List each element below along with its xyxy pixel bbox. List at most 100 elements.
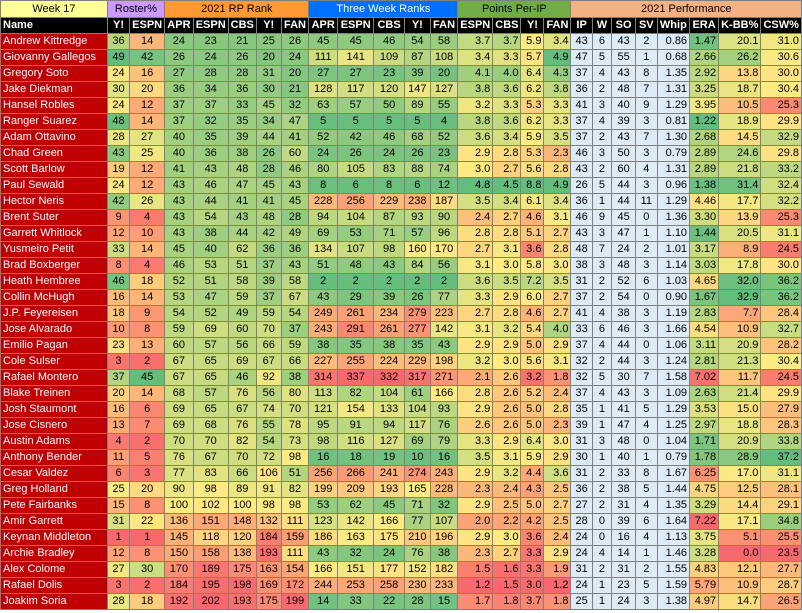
cell-espn: 68: [192, 417, 229, 434]
player-name: Rafael Montero: [0, 369, 108, 386]
cell-cbs: 177: [373, 561, 405, 578]
cell-y-: 160: [403, 241, 431, 258]
cell-fan: 1.2: [543, 577, 572, 594]
cell-fan: 107: [429, 513, 459, 530]
cell-cbs: 58: [227, 273, 257, 290]
cell-fan: 3.6: [543, 465, 572, 482]
cell-fan: 36: [280, 241, 310, 258]
cell-fan: 4.9: [543, 49, 572, 66]
cell-espn: 57: [336, 97, 375, 114]
cell-cbs: 44: [227, 225, 257, 242]
cell-y-: 37: [255, 289, 282, 306]
cell-k-bb-: 31.4: [718, 177, 762, 194]
table-row: J.P. Feyereisen 18 9 54 52 49 59 54 249 261 234 279…: [0, 305, 802, 322]
cell-espn: 42: [129, 49, 166, 66]
cell-y-: 42: [255, 225, 282, 242]
cell-w: 6: [591, 321, 613, 338]
cell-espn: 65: [192, 401, 229, 418]
cell-y-: 9: [106, 209, 131, 226]
cell-csw-: 30.0: [760, 65, 802, 82]
cell-espn: 91: [336, 417, 375, 434]
cell-espn: 1.2: [457, 577, 494, 594]
cell-espn: 2.1: [457, 369, 494, 386]
cell-whip: 1.58: [656, 369, 691, 386]
cell-espn: 26: [336, 145, 375, 162]
cell-espn: 102: [192, 497, 229, 514]
column-header: APR: [308, 17, 338, 34]
cell-espn: 3.8: [457, 113, 494, 130]
cell-cbs: 43: [227, 209, 257, 226]
cell-y-: 48: [255, 209, 282, 226]
cell-w: 1: [591, 449, 613, 466]
cell-y-: 24: [106, 177, 131, 194]
player-name: Jose Alvarado: [0, 321, 108, 338]
cell-espn: 2: [129, 433, 166, 450]
cell-csw-: 29.1: [760, 497, 802, 514]
cell-espn: 6: [336, 177, 375, 194]
cell-cbs: 261: [373, 321, 405, 338]
cell-y-: 28: [106, 593, 131, 610]
cell-ip: 43: [570, 33, 593, 50]
cell-espn: 158: [192, 545, 229, 562]
cell-k-bb-: 13.9: [718, 209, 762, 226]
cell-sv: 4: [634, 417, 658, 434]
cell-cbs: 28: [227, 65, 257, 82]
cell-espn: 3.6: [457, 273, 494, 290]
cell-espn: 2.9: [457, 529, 494, 546]
player-name: Collin McHugh: [0, 289, 108, 306]
cell-y-: 4.6: [520, 209, 545, 226]
cell-fan: 38: [280, 369, 310, 386]
cell-espn: 117: [336, 81, 375, 98]
cell-apr: 43: [164, 225, 194, 242]
cell-y-: 6.2: [520, 113, 545, 130]
player-name: Brent Suter: [0, 209, 108, 226]
cell-sv: 3: [634, 257, 658, 274]
cell-cbs: 98: [373, 241, 405, 258]
cell-k-bb-: 18.9: [718, 113, 762, 130]
cell-apr: 90: [164, 481, 194, 498]
cell-cbs: 3.6: [492, 81, 522, 98]
column-header: CBS: [373, 17, 405, 34]
table-row: Jose Cisnero 13 7 69 68 76 55 78 95 91 94 117 76 2.6 2…: [0, 417, 802, 434]
cell-y-: 5.1: [520, 225, 545, 242]
cell-y-: 43: [106, 145, 131, 162]
cell-k-bb-: 20.9: [718, 337, 762, 354]
cell-cbs: 23: [373, 65, 405, 82]
cell-fan: 166: [429, 385, 459, 402]
cell-fan: 2.9: [543, 545, 572, 562]
cell-w: 3: [591, 97, 613, 114]
cell-y-: 6.2: [520, 81, 545, 98]
cell-w: 4: [591, 113, 613, 130]
cell-espn: 18: [129, 593, 166, 610]
table-row: Anthony Bender 11 5 76 67 70 72 98 16 18 19 10 16 3.5…: [0, 449, 802, 466]
cell-sv: 8: [634, 65, 658, 82]
cell-cbs: 193: [227, 593, 257, 610]
cell-espn: 14: [129, 385, 166, 402]
cell-k-bb-: 10.9: [718, 577, 762, 594]
cell-era: 6.25: [689, 465, 720, 482]
cell-cbs: 2.5: [492, 497, 522, 514]
table-row: Josh Staumont 16 6 69 65 67 74 70 121 154 133 104 93…: [0, 401, 802, 418]
cell-fan: 3.1: [543, 209, 572, 226]
cell-whip: 1.30: [656, 129, 691, 146]
cell-so: 24: [611, 241, 636, 258]
table-row: Archie Bradley 12 8 150 158 138 193 111 43 32 24 76…: [0, 545, 802, 562]
cell-y-: 57: [403, 225, 431, 242]
cell-ip: 35: [570, 401, 593, 418]
cell-sv: 4: [634, 497, 658, 514]
cell-y-: 28: [106, 129, 131, 146]
table-row: Rafael Dolis 3 2 184 195 198 169 172 244 253 258 23…: [0, 577, 802, 594]
cell-cbs: 89: [227, 481, 257, 498]
cell-espn: 43: [192, 161, 229, 178]
cell-apr: 8: [308, 177, 338, 194]
cell-espn: 337: [336, 369, 375, 386]
cell-apr: 244: [308, 577, 338, 594]
cell-y-: 175: [255, 593, 282, 610]
cell-y-: 6.4: [520, 433, 545, 450]
cell-fan: 2.7: [543, 305, 572, 322]
cell-espn: 105: [336, 161, 375, 178]
cell-fan: 90: [429, 209, 459, 226]
cell-y-: 317: [403, 369, 431, 386]
cell-y-: 8: [106, 257, 131, 274]
player-name: Austin Adams: [0, 433, 108, 450]
